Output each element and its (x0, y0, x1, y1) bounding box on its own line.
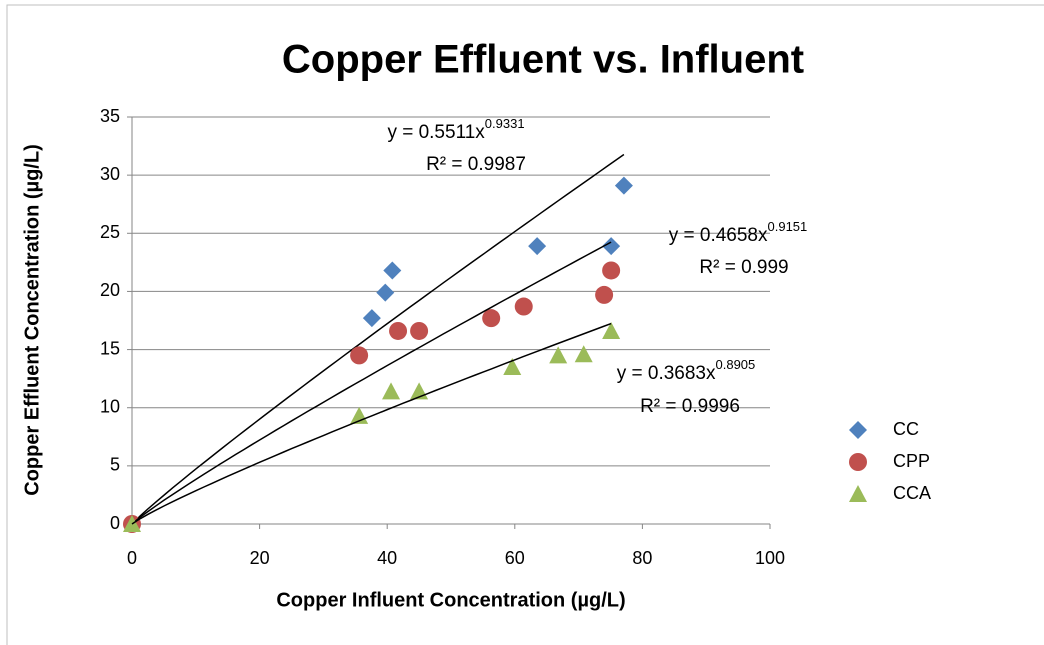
y-tick-label: 15 (100, 338, 120, 358)
x-tick-label: 80 (632, 548, 652, 568)
equation-text: y = 0.4658x (669, 225, 768, 246)
legend-marker (849, 485, 867, 502)
trendline-equation: y = 0.3683x0.8905 (617, 357, 756, 384)
x-tick-label: 0 (127, 548, 137, 568)
x-axis-label: Copper Influent Concentration (µg/L) (276, 589, 625, 611)
legend-label: CCA (893, 483, 931, 503)
trendline (131, 153, 625, 525)
point (389, 321, 408, 340)
equation-text: y = 0.3683x (617, 363, 716, 384)
point (482, 309, 501, 328)
point (602, 261, 621, 280)
point (383, 261, 402, 280)
equation-text: y = 0.5511x (387, 122, 485, 143)
y-tick-label: 30 (100, 164, 120, 184)
point (410, 321, 429, 340)
legend-marker (849, 421, 867, 439)
y-tick-label: 25 (100, 222, 120, 242)
y-tick-label: 20 (100, 280, 120, 300)
equation-exponent: 0.9151 (768, 219, 808, 234)
point (595, 285, 614, 304)
y-axis-label: Copper Effluent Concentration (µg/L) (21, 144, 43, 496)
point (376, 283, 395, 302)
trendline-equation: y = 0.5511x0.9331 (387, 116, 524, 143)
point (528, 237, 547, 256)
legend-label: CC (893, 419, 919, 439)
x-tick-label: 60 (505, 548, 525, 568)
point (602, 321, 621, 339)
equation-exponent: 0.8905 (716, 357, 756, 372)
point (350, 346, 369, 365)
legend-marker (849, 453, 867, 471)
point (514, 297, 533, 316)
point (614, 176, 633, 195)
chart-frame (6, 4, 1044, 645)
point (503, 358, 522, 376)
legend-label: CPP (893, 451, 930, 471)
point (382, 382, 401, 400)
y-tick-label: 0 (110, 513, 120, 533)
y-tick-label: 5 (110, 455, 120, 475)
trendline (131, 241, 612, 525)
point (362, 309, 381, 328)
point (549, 346, 568, 364)
y-tick-label: 35 (100, 106, 120, 126)
equation-exponent: 0.9331 (485, 116, 525, 131)
trendline-r-squared: R² = 0.9987 (426, 154, 526, 175)
point (574, 345, 593, 363)
x-tick-label: 40 (377, 548, 397, 568)
chart-title: Copper Effluent vs. Influent (282, 38, 804, 82)
y-tick-label: 10 (100, 396, 120, 416)
trendline (131, 322, 612, 525)
point (602, 237, 621, 256)
trendline-r-squared: R² = 0.999 (699, 257, 788, 278)
trendline-equation: y = 0.4658x0.9151 (669, 219, 808, 246)
trendline-r-squared: R² = 0.9996 (640, 396, 740, 417)
x-tick-label: 100 (755, 548, 785, 568)
x-tick-label: 20 (250, 548, 270, 568)
